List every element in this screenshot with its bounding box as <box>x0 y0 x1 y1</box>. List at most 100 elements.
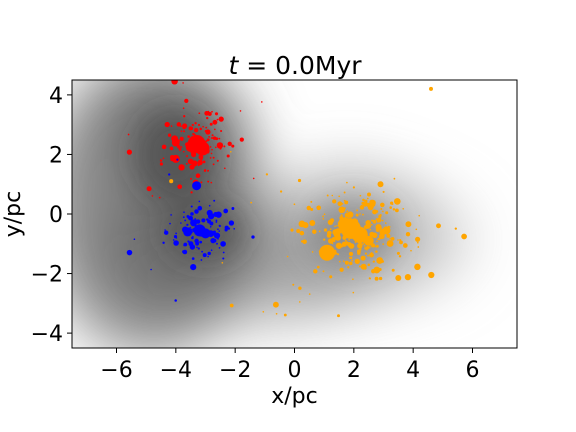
star-point <box>436 223 441 229</box>
star-point <box>213 232 221 239</box>
star-point <box>211 222 214 224</box>
star-point <box>206 138 210 142</box>
star-point <box>396 251 400 255</box>
star-point <box>218 137 221 140</box>
star-point <box>290 228 294 232</box>
massive-star-point <box>185 142 196 152</box>
star-point <box>222 257 225 260</box>
star-point <box>380 202 385 208</box>
star-point <box>363 225 367 229</box>
star-point <box>376 217 382 223</box>
star-point <box>386 233 391 238</box>
star-point <box>212 163 215 166</box>
massive-star-point <box>351 226 368 243</box>
star-point <box>183 211 185 214</box>
star-point <box>414 263 421 271</box>
star-point <box>322 218 325 220</box>
star-point <box>265 173 269 176</box>
x-tick-label: −4 <box>160 358 192 383</box>
star-point <box>205 140 208 143</box>
star-point <box>182 125 187 130</box>
star-point <box>397 239 399 241</box>
star-point <box>207 255 209 258</box>
star-point <box>272 301 279 308</box>
star-point <box>191 151 197 158</box>
star-point <box>207 180 210 183</box>
star-point <box>204 168 207 171</box>
star-point <box>349 261 353 266</box>
y-axis-label: y/pc <box>1 191 26 238</box>
star-point <box>338 195 341 198</box>
star-point <box>318 230 321 233</box>
star-point <box>416 241 419 244</box>
star-point <box>205 126 208 129</box>
x-axis-label: x/pc <box>271 384 318 409</box>
star-point <box>390 201 394 205</box>
star-point <box>217 228 219 231</box>
massive-star-point <box>192 181 202 191</box>
star-point <box>402 207 405 210</box>
star-point <box>299 301 301 303</box>
star-point <box>332 199 337 204</box>
star-point <box>211 110 213 113</box>
star-point <box>376 257 384 264</box>
star-point <box>298 286 302 290</box>
star-point <box>306 205 312 211</box>
star-point <box>358 265 361 268</box>
star-point <box>211 134 214 137</box>
star-point <box>378 276 383 281</box>
star-point <box>283 313 287 317</box>
star-point <box>224 228 228 232</box>
star-point <box>182 107 185 110</box>
star-point <box>158 196 161 199</box>
star-point <box>201 250 204 253</box>
star-point <box>382 210 384 213</box>
star-point <box>326 194 329 197</box>
star-point <box>162 146 166 149</box>
star-point <box>275 312 278 315</box>
star-point <box>327 219 334 225</box>
star-point <box>372 219 377 224</box>
star-point <box>341 202 344 205</box>
star-point <box>216 242 218 245</box>
star-point <box>261 101 263 103</box>
star-point <box>328 238 334 244</box>
star-point <box>178 164 185 171</box>
star-point <box>168 173 171 176</box>
star-point <box>402 243 408 248</box>
star-point <box>170 125 173 127</box>
star-point <box>369 228 372 231</box>
star-point <box>341 241 347 247</box>
star-point <box>359 194 362 197</box>
star-point <box>346 210 349 213</box>
star-point <box>169 179 174 184</box>
star-point <box>251 235 255 239</box>
star-point <box>329 275 333 279</box>
star-point <box>224 167 226 170</box>
star-point <box>369 252 374 258</box>
star-point <box>223 208 229 214</box>
massive-star-point <box>395 275 402 281</box>
star-point <box>309 220 316 226</box>
star-point <box>184 219 187 222</box>
star-point <box>209 122 213 126</box>
star-point <box>199 240 203 244</box>
star-point <box>354 258 360 265</box>
star-point <box>182 249 188 255</box>
star-point <box>209 146 212 148</box>
star-point <box>198 112 201 115</box>
star-point <box>239 137 244 142</box>
star-point <box>410 249 412 252</box>
star-point <box>191 123 194 127</box>
star-point <box>362 257 365 259</box>
star-point <box>190 264 197 271</box>
star-point <box>177 184 183 190</box>
star-point <box>367 192 371 197</box>
star-point <box>159 162 163 166</box>
star-point <box>213 128 216 131</box>
star-point <box>207 251 211 256</box>
star-point <box>151 195 154 197</box>
star-point <box>212 119 218 125</box>
massive-star-point <box>363 235 374 246</box>
star-point <box>338 206 346 214</box>
